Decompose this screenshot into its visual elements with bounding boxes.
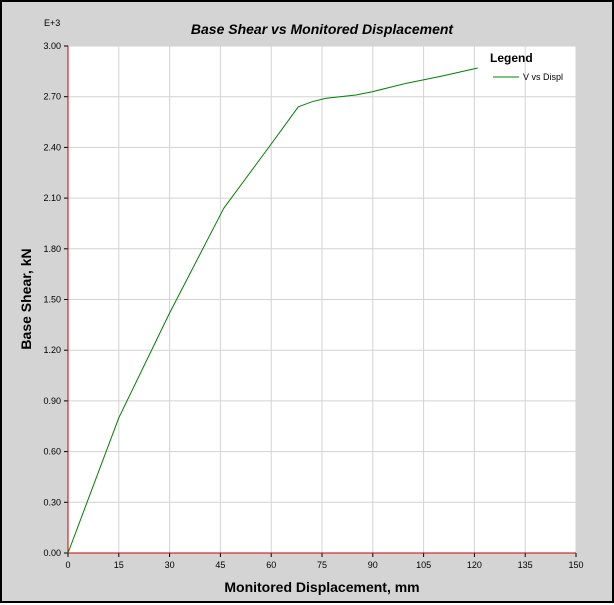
x-tick-label: 15	[114, 560, 124, 570]
x-tick-label: 75	[317, 560, 327, 570]
x-tick-label: 90	[368, 560, 378, 570]
chart-title: Base Shear vs Monitored Displacement	[191, 21, 455, 37]
x-tick-label: 135	[518, 560, 533, 570]
x-tick-label: 0	[65, 560, 70, 570]
legend: Legend V vs Displ	[490, 51, 563, 82]
y-tick-label: 3.00	[43, 41, 61, 51]
y-axis-title: Base Shear, kN	[18, 248, 34, 349]
y-tick-label: 1.50	[43, 295, 61, 305]
legend-title: Legend	[490, 51, 533, 65]
grid	[68, 45, 577, 553]
x-tick-label: 150	[568, 560, 583, 570]
y-tick-label: 1.80	[43, 244, 61, 254]
x-tick-label: 120	[467, 560, 482, 570]
tick-labels: 0 15 30 45 60 75 90 105 120 135 150 0.00 0.30 0.60 0.9…	[43, 41, 583, 570]
x-tick-label: 30	[165, 560, 175, 570]
y-tick-label: 0.90	[43, 396, 61, 406]
y-tick-label: 2.10	[43, 193, 61, 203]
y-tick-label: 2.40	[43, 142, 61, 152]
legend-label: V vs Displ	[523, 72, 563, 82]
axes	[64, 45, 577, 557]
x-tick-label: 105	[416, 560, 431, 570]
x-axis-title: Monitored Displacement, mm	[224, 579, 419, 595]
series-line	[67, 67, 478, 554]
series-lines	[67, 67, 478, 554]
y-tick-label: 0.30	[43, 497, 61, 507]
x-tick-label: 60	[266, 560, 276, 570]
y-tick-label: 2.70	[43, 92, 61, 102]
y-tick-label: 0.00	[43, 548, 61, 558]
x-tick-label: 45	[215, 560, 225, 570]
y-multiplier-label: E+3	[44, 18, 60, 28]
y-tick-label: 1.20	[43, 345, 61, 355]
y-tick-label: 0.60	[43, 447, 61, 457]
